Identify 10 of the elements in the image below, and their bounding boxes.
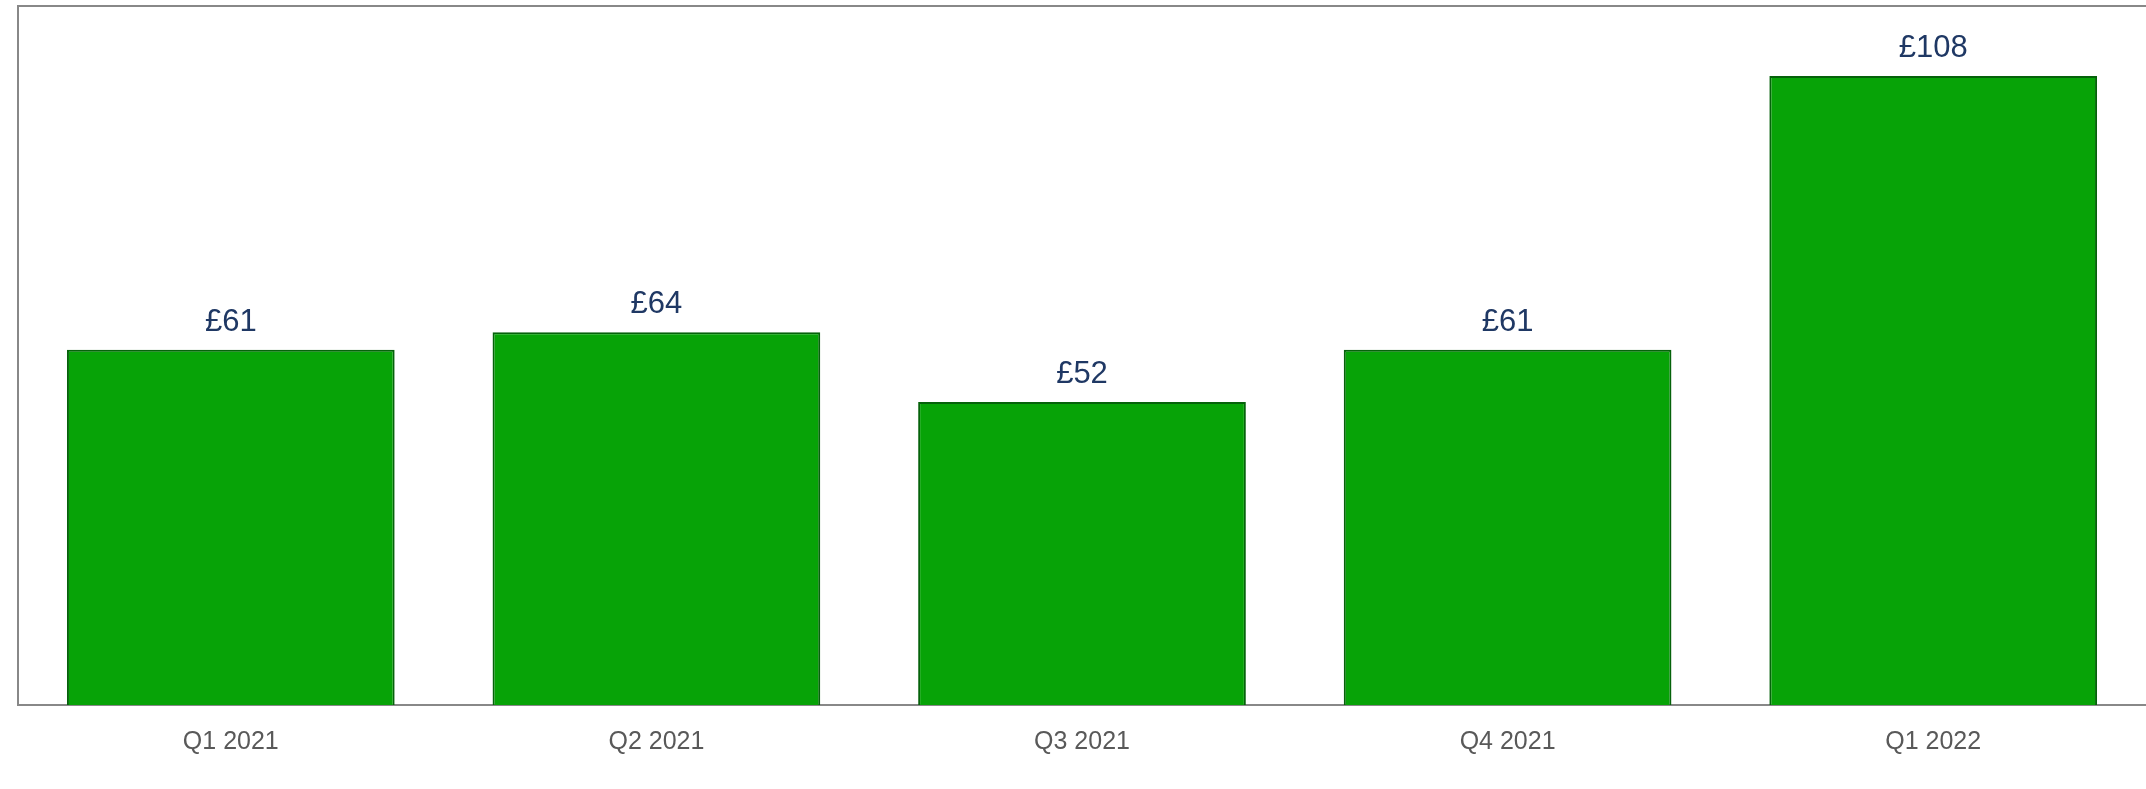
- x-tick-label: Q1 2022: [1885, 725, 1982, 754]
- data-label: £64: [630, 285, 683, 321]
- x-tick-label: Q3 2021: [1034, 725, 1130, 754]
- x-tick-label: Q1 2021: [182, 725, 279, 754]
- x-tick-label: Q2 2021: [608, 725, 705, 754]
- data-label: £52: [1056, 355, 1108, 391]
- data-label: £61: [204, 302, 257, 338]
- x-tick-label: Q4 2021: [1459, 725, 1556, 754]
- data-label: £108: [1898, 28, 1968, 64]
- data-label: £61: [1481, 302, 1534, 338]
